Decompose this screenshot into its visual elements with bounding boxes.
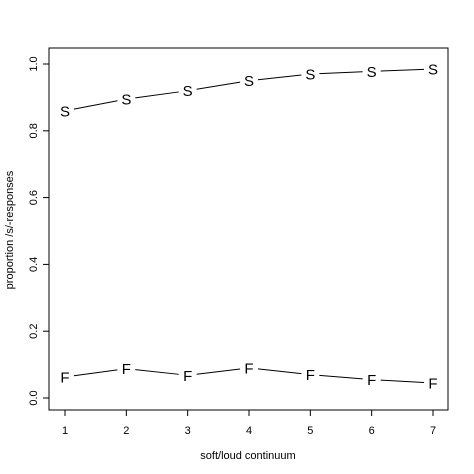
data-point: S <box>367 64 377 81</box>
series-segment <box>135 91 179 99</box>
series-segment <box>135 369 179 375</box>
data-point: F <box>244 360 253 377</box>
series-segment <box>257 74 302 81</box>
data-point: F <box>428 375 437 392</box>
series-segment <box>380 68 425 72</box>
series-segment <box>380 379 425 383</box>
data-point: S <box>428 62 438 79</box>
x-tick-label: 7 <box>430 425 436 437</box>
data-point: S <box>305 67 315 84</box>
y-tick-label: 0.6 <box>28 190 40 205</box>
series-s: S S S S S S S <box>60 62 438 121</box>
series-segment <box>319 374 363 380</box>
x-tick-label: 2 <box>123 425 129 437</box>
data-point: F <box>60 369 69 386</box>
series-segment <box>196 81 241 90</box>
series-segment <box>319 71 363 75</box>
data-point: F <box>122 361 131 378</box>
data-point: F <box>183 368 192 385</box>
x-tick-label: 6 <box>369 425 375 437</box>
y-tick-label: 0.2 <box>28 324 40 339</box>
data-point: F <box>306 367 315 384</box>
y-axis: 0.0 0.2 0.4 0.6 0.8 1.0 <box>28 56 49 406</box>
series-segment <box>196 368 241 375</box>
x-tick-label: 1 <box>62 425 68 437</box>
y-tick-label: 0.0 <box>28 390 40 405</box>
x-tick-label: 5 <box>307 425 313 437</box>
x-tick-label: 4 <box>246 425 252 437</box>
x-tick-label: 3 <box>185 425 191 437</box>
x-axis-label: soft/loud continuum <box>200 450 295 462</box>
series-segment <box>257 368 302 375</box>
data-point: S <box>183 83 193 100</box>
data-point: S <box>60 103 70 120</box>
data-point: S <box>121 92 131 109</box>
x-axis: 1 2 3 4 5 6 7 <box>62 410 436 437</box>
y-axis-label: proportion /s/-responses <box>4 170 16 289</box>
series-layer: S S S S S S S F F F F F F F <box>60 62 438 393</box>
series-segment <box>73 100 118 110</box>
data-point: F <box>367 372 376 389</box>
series-segment <box>73 369 118 377</box>
data-point: S <box>244 73 254 90</box>
y-tick-label: 0.8 <box>28 123 40 138</box>
y-tick-label: 0.4 <box>28 257 40 272</box>
y-tick-label: 1.0 <box>28 56 40 71</box>
